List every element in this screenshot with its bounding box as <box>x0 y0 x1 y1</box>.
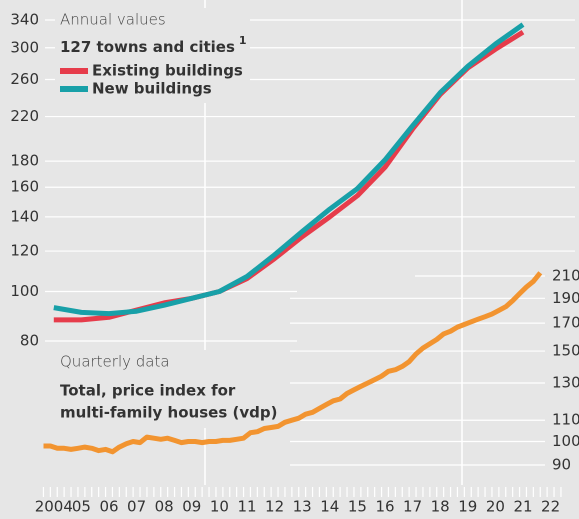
x-tick-label: 11 <box>237 498 256 516</box>
x-tick-label: 19 <box>458 498 477 516</box>
y-tick-label: 120 <box>10 242 39 260</box>
x-tick-label: 08 <box>155 498 174 516</box>
y2-tick-label: 170 <box>552 314 579 332</box>
y-tick-label: 220 <box>10 107 39 125</box>
y-tick-label: 300 <box>10 38 39 56</box>
title-text: 127 towns and cities <box>60 38 235 56</box>
x-tick-label: 2004 <box>35 498 73 516</box>
label-background <box>55 350 285 428</box>
x-tick-label: 16 <box>375 498 394 516</box>
legend-swatch <box>60 86 88 92</box>
x-tick-label: 06 <box>99 498 118 516</box>
y-tick-label: 260 <box>10 70 39 88</box>
title: Total, price index for <box>60 382 236 400</box>
y-tick-label: 80 <box>20 332 39 350</box>
note-marker: 1 <box>239 34 247 47</box>
x-tick-label: 21 <box>513 498 532 516</box>
x-tick-label: 20 <box>486 498 505 516</box>
y2-tick-label: 190 <box>552 289 579 307</box>
y2-tick-label: 90 <box>552 456 571 474</box>
x-tick-label: 14 <box>320 498 339 516</box>
x-tick-label: 05 <box>72 498 91 516</box>
y-tick-label: 180 <box>10 152 39 170</box>
y2-tick-label: 100 <box>552 432 579 450</box>
x-tick-label: 12 <box>265 498 284 516</box>
y2-tick-label: 150 <box>552 342 579 360</box>
y-tick-label: 340 <box>10 11 39 29</box>
x-tick-label: 17 <box>403 498 422 516</box>
subtitle: Annual values <box>60 11 166 29</box>
subtitle: Quarterly data <box>60 353 170 371</box>
legend-label: New buildings <box>92 80 212 98</box>
x-tick-label: 13 <box>293 498 312 516</box>
y2-tick-label: 130 <box>552 373 579 391</box>
series-line <box>53 22 525 317</box>
y2-tick-label: 110 <box>552 411 579 429</box>
series-line <box>43 271 543 455</box>
x-tick-label: 09 <box>182 498 201 516</box>
y-tick-label: 100 <box>10 282 39 300</box>
x-tick-label: 15 <box>348 498 367 516</box>
x-tick-label: 22 <box>541 498 560 516</box>
x-tick-label: 10 <box>210 498 229 516</box>
y2-tick-label: 210 <box>552 267 579 285</box>
title: 127 towns and cities 1 <box>60 34 247 56</box>
legend-label: Existing buildings <box>92 62 243 80</box>
x-tick-label: 18 <box>431 498 450 516</box>
legend-swatch <box>60 68 88 74</box>
title: multi-family houses (vdp) <box>60 404 277 422</box>
y-tick-label: 160 <box>10 178 39 196</box>
x-tick-label: 07 <box>127 498 146 516</box>
y-tick-label: 140 <box>10 207 39 225</box>
